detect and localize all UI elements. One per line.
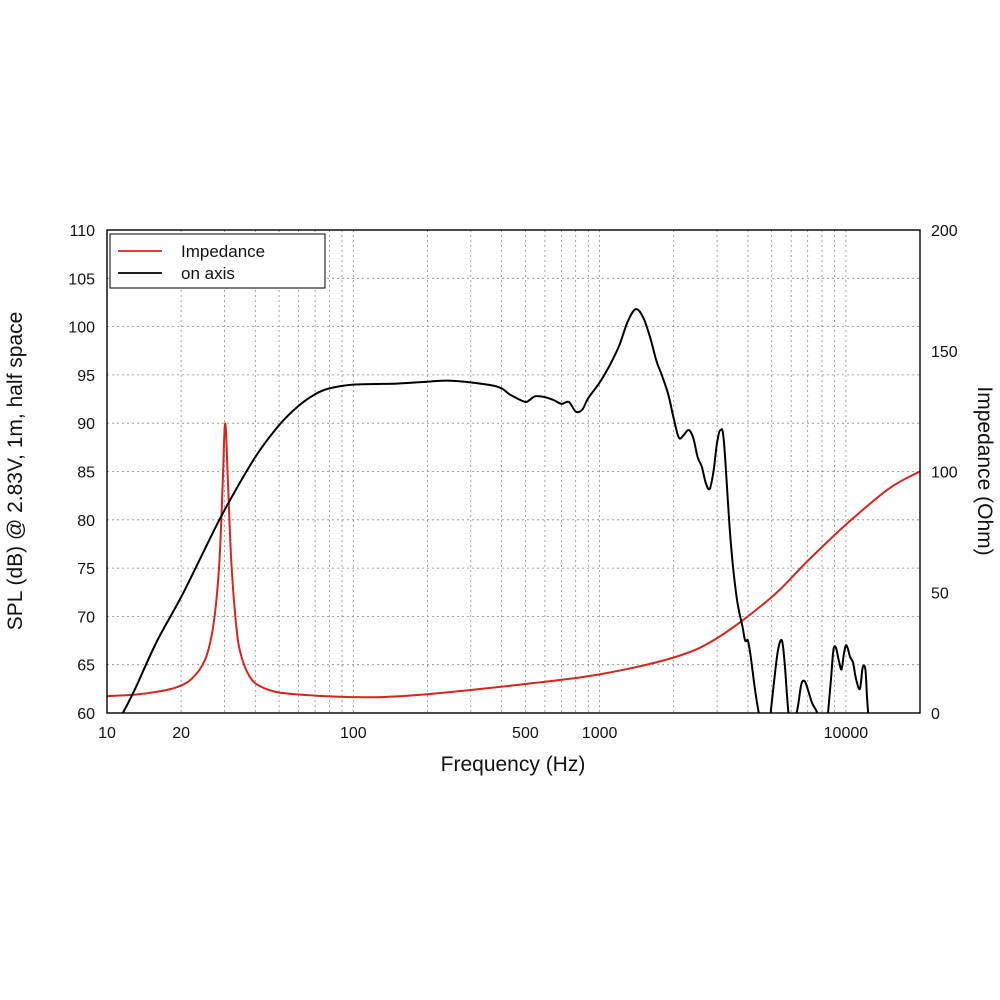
x-tick-label: 10 (98, 725, 116, 742)
y-tick-label: 85 (77, 465, 95, 482)
legend: Impedance on axis (109, 233, 326, 289)
y2-tick-label: 50 (931, 585, 949, 602)
y2-tick-label: 100 (931, 465, 958, 482)
series-line-on-axis-segment-4 (827, 644, 870, 713)
y-tick-label: 95 (77, 368, 95, 385)
plot-frame (106, 229, 921, 714)
x-tick-label: 20 (172, 725, 190, 742)
y-tick-label: 70 (77, 609, 95, 626)
y2-tick-label: 0 (931, 706, 940, 723)
y-tick-label: 90 (77, 416, 95, 433)
y2-tick-label: 200 (931, 223, 958, 240)
y2-tick-label: 150 (931, 344, 958, 361)
series-line-on-axis (121, 308, 760, 713)
legend-box (109, 233, 326, 289)
y2-axis-title: Impedance (Ohm) (973, 386, 996, 555)
y-tick-label: 100 (68, 320, 95, 337)
y-tick-label: 105 (68, 271, 95, 288)
x-tick-label: 1000 (582, 725, 618, 742)
grid-lines (107, 230, 920, 713)
x-tick-label: 500 (512, 725, 539, 742)
y2-axis-ticks: 0 50 100 150 200 (931, 223, 958, 723)
series-line-on-axis-segment-2 (769, 638, 790, 713)
y-axis-ticks: 60 65 70 75 80 85 90 95 100 105 110 (68, 223, 95, 723)
x-tick-label: 10000 (824, 725, 869, 742)
y-tick-label: 110 (69, 223, 95, 240)
y-tick-label: 75 (77, 561, 95, 578)
y-tick-label: 80 (77, 513, 95, 530)
data-curves (107, 308, 920, 713)
y-tick-label: 60 (77, 706, 95, 723)
y-tick-label: 65 (77, 658, 95, 675)
legend-label-on-axis: on axis (181, 264, 235, 283)
series-line-on-axis-segment-3 (795, 679, 819, 713)
x-axis-ticks: 10 20 100 500 1000 10000 (98, 725, 868, 742)
x-tick-label: 100 (340, 725, 367, 742)
series-line-impedance (107, 422, 920, 699)
y-axis-title: SPL (dB) @ 2.83V, 1m, half space (4, 312, 27, 631)
legend-label-impedance: Impedance (181, 242, 265, 261)
x-axis-title: Frequency (Hz) (441, 753, 586, 776)
